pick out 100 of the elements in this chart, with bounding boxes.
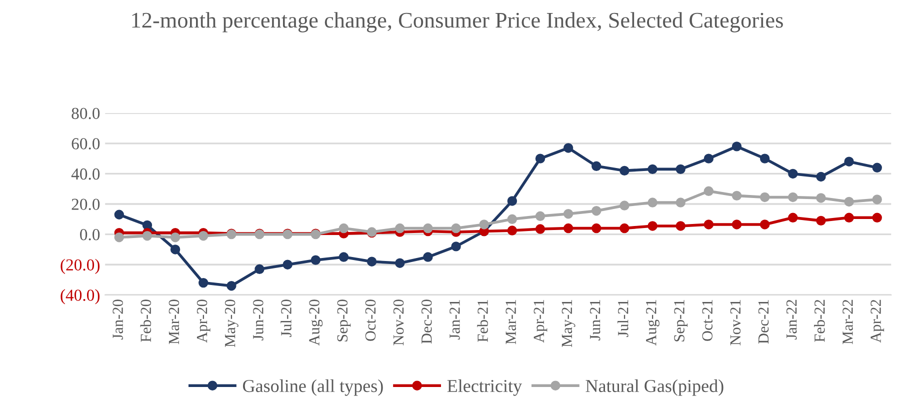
x-tick-label: Jul-21 — [618, 300, 628, 337]
point — [844, 212, 854, 223]
point — [732, 142, 742, 152]
point — [114, 232, 124, 242]
point — [788, 212, 798, 223]
point — [816, 216, 826, 226]
y-tick-label: 40.0 — [71, 168, 100, 180]
x-tick-label: Mar-20 — [168, 300, 180, 344]
legend-label: Gasoline (all types) — [242, 379, 383, 396]
x-tick-label: Mar-21 — [506, 300, 516, 344]
point — [872, 194, 882, 204]
point — [760, 192, 770, 202]
point — [254, 264, 264, 274]
x-tick-label: Dec-20 — [421, 300, 432, 344]
x-tick-label: Sep-21 — [674, 300, 688, 342]
point — [732, 220, 742, 230]
point — [142, 230, 152, 241]
point — [704, 220, 714, 230]
x-tick-label: Nov-21 — [730, 300, 741, 346]
legend-label: Natural Gas(piped) — [586, 379, 724, 396]
point — [648, 221, 658, 231]
point — [479, 220, 489, 230]
point — [423, 223, 433, 234]
x-tick-label: Feb-21 — [477, 300, 488, 342]
point — [170, 232, 180, 242]
point — [535, 154, 546, 164]
point — [395, 223, 405, 234]
y-tick-label: 80.0 — [72, 108, 100, 120]
point — [507, 226, 518, 236]
x-tick-label: Oct-21 — [702, 300, 712, 341]
y-tick-label: 60.0 — [72, 138, 100, 150]
point — [648, 198, 658, 208]
point — [816, 172, 826, 182]
y-tick-label: 0.0 — [80, 229, 100, 240]
x-tick-label: Aug-21 — [646, 300, 660, 346]
x-tick-label: Oct-20 — [365, 300, 376, 341]
x-tick-label: May-20 — [224, 300, 238, 348]
point — [563, 143, 574, 153]
x-tick-label: Jul-20 — [280, 300, 292, 337]
x-tick-label: Feb-22 — [814, 300, 825, 342]
point — [788, 168, 798, 179]
chart-title: 12-month percentage change, Consumer Price Index, Selected Categories — [132, 12, 783, 32]
point — [732, 190, 742, 201]
x-tick-label: Jun-21 — [590, 300, 600, 340]
x-tick-label: Jan-20 — [112, 300, 123, 340]
point — [507, 214, 518, 224]
point — [282, 260, 292, 270]
x-tick-label: Jan-22 — [786, 300, 797, 340]
point — [816, 193, 826, 203]
point — [592, 206, 602, 216]
point — [592, 223, 602, 234]
point — [451, 223, 461, 234]
point — [760, 220, 770, 230]
point — [788, 192, 798, 202]
point — [872, 162, 882, 173]
x-tick-label: Dec-21 — [758, 300, 769, 344]
x-tick-label: Nov-20 — [393, 300, 404, 346]
point — [366, 256, 377, 266]
point — [592, 161, 602, 172]
point — [704, 186, 714, 196]
point — [563, 223, 574, 234]
legend-label: Electricity — [447, 379, 522, 396]
x-tick-label: Mar-22 — [842, 300, 853, 344]
point — [620, 166, 630, 176]
point — [563, 209, 574, 219]
point — [844, 156, 854, 166]
point — [310, 255, 321, 265]
point — [198, 230, 208, 241]
point — [338, 223, 349, 234]
x-tick-label: Apr-21 — [534, 300, 548, 343]
point — [704, 154, 714, 164]
point — [226, 280, 236, 291]
x-tick-label: Sep-20 — [337, 300, 351, 342]
y-tick-label: (40.0) — [60, 289, 100, 304]
point — [676, 198, 686, 208]
point — [620, 223, 630, 234]
point — [423, 252, 433, 262]
x-tick-label: Feb-20 — [140, 300, 152, 342]
point — [395, 258, 405, 268]
point — [760, 154, 770, 164]
x-tick-label: Apr-20 — [196, 300, 210, 343]
point — [198, 278, 208, 288]
x-tick-label: Jun-20 — [253, 300, 264, 340]
x-tick-label: Aug-20 — [309, 300, 323, 346]
point — [170, 244, 180, 254]
point — [114, 210, 124, 220]
y-tick-label: 20.0 — [72, 198, 100, 210]
point — [535, 211, 546, 221]
point — [676, 164, 686, 174]
point — [676, 221, 686, 231]
point — [872, 212, 882, 223]
x-tick-label: May-21 — [562, 300, 576, 348]
y-tick-label: (20.0) — [60, 258, 100, 274]
point — [338, 252, 349, 262]
point — [535, 224, 546, 234]
point — [451, 242, 461, 252]
point — [620, 200, 630, 210]
x-tick-label: Apr-22 — [870, 300, 884, 343]
point — [844, 196, 854, 207]
point — [507, 196, 518, 206]
